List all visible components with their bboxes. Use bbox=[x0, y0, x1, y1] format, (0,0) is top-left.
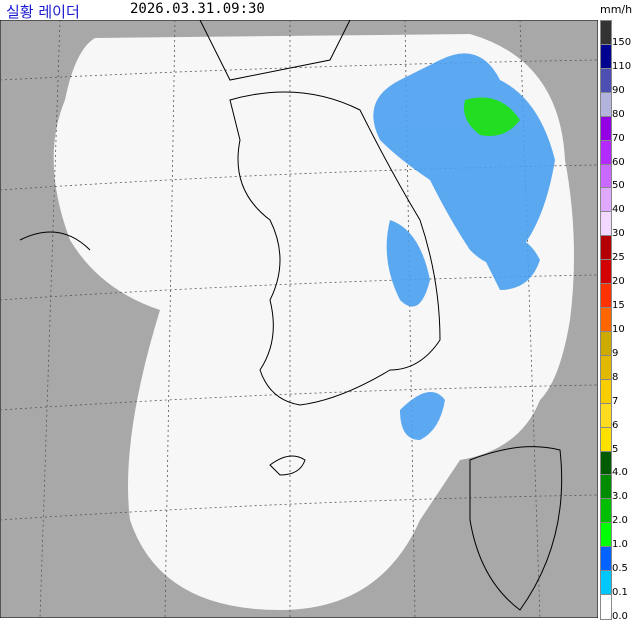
legend-label: 25 bbox=[612, 252, 625, 264]
legend-label: 10 bbox=[612, 323, 625, 335]
legend-swatch bbox=[600, 43, 612, 70]
legend-swatch bbox=[600, 594, 612, 620]
legend-swatch bbox=[600, 354, 612, 381]
legend-label: 90 bbox=[612, 84, 625, 96]
rain-echo bbox=[373, 53, 555, 440]
radar-map bbox=[0, 20, 598, 618]
legend-swatch bbox=[600, 283, 612, 310]
legend-swatch bbox=[600, 450, 612, 477]
legend-label: 15 bbox=[612, 300, 625, 312]
legend-label: 7 bbox=[612, 395, 619, 407]
legend-swatch bbox=[600, 259, 612, 286]
legend-label: 60 bbox=[612, 156, 625, 168]
unit: mm/h bbox=[600, 3, 633, 16]
legend-swatch bbox=[600, 115, 612, 142]
legend-label: 150 bbox=[612, 36, 632, 48]
legend-swatch bbox=[600, 546, 612, 573]
legend-swatch bbox=[600, 91, 612, 118]
legend-label: 20 bbox=[612, 276, 625, 288]
legend-label: 80 bbox=[612, 108, 625, 120]
legend-swatch bbox=[600, 187, 612, 214]
legend-label: 0.5 bbox=[612, 563, 628, 575]
title: 실황 레이더 bbox=[6, 3, 80, 21]
legend-label: 70 bbox=[612, 132, 625, 144]
legend-label: 110 bbox=[612, 60, 632, 72]
legend-swatch bbox=[600, 498, 612, 525]
legend-swatch bbox=[600, 474, 612, 501]
legend-label: 50 bbox=[612, 180, 625, 192]
legend-swatch bbox=[600, 235, 612, 262]
legend-label: 1.0 bbox=[612, 539, 628, 551]
coastline bbox=[19, 20, 563, 611]
legend-swatch bbox=[600, 307, 612, 333]
legend-swatch bbox=[600, 211, 612, 238]
legend-label: 8 bbox=[612, 371, 619, 383]
legend-swatch bbox=[600, 330, 612, 357]
timestamp: 2026.03.31.09:30 bbox=[130, 1, 265, 17]
legend-label: 40 bbox=[612, 204, 625, 216]
legend-label: 0.0 bbox=[612, 611, 628, 622]
legend: 150 110 90 80 70 60 50 40 30 25 20 15 10 9 8 7 6 5 4.0 3.0 2… bbox=[598, 20, 635, 622]
legend-label: 4.0 bbox=[612, 467, 628, 479]
legend-swatch bbox=[600, 402, 612, 429]
heavy-rain-echo bbox=[464, 97, 520, 136]
legend-swatch bbox=[600, 139, 612, 166]
legend-label: 5 bbox=[612, 443, 619, 455]
legend-label: 2.0 bbox=[612, 515, 628, 527]
legend-swatch bbox=[600, 570, 612, 597]
legend-label: 0.1 bbox=[612, 587, 628, 599]
legend-swatch bbox=[600, 378, 612, 405]
legend-swatch bbox=[600, 163, 612, 190]
legend-swatch bbox=[600, 20, 612, 46]
legend-label: 9 bbox=[612, 347, 619, 359]
legend-swatch bbox=[600, 426, 612, 453]
legend-swatch bbox=[600, 67, 612, 94]
legend-label: 30 bbox=[612, 228, 625, 240]
legend-swatch bbox=[600, 522, 612, 549]
legend-label: 6 bbox=[612, 419, 619, 431]
legend-label: 3.0 bbox=[612, 491, 628, 503]
